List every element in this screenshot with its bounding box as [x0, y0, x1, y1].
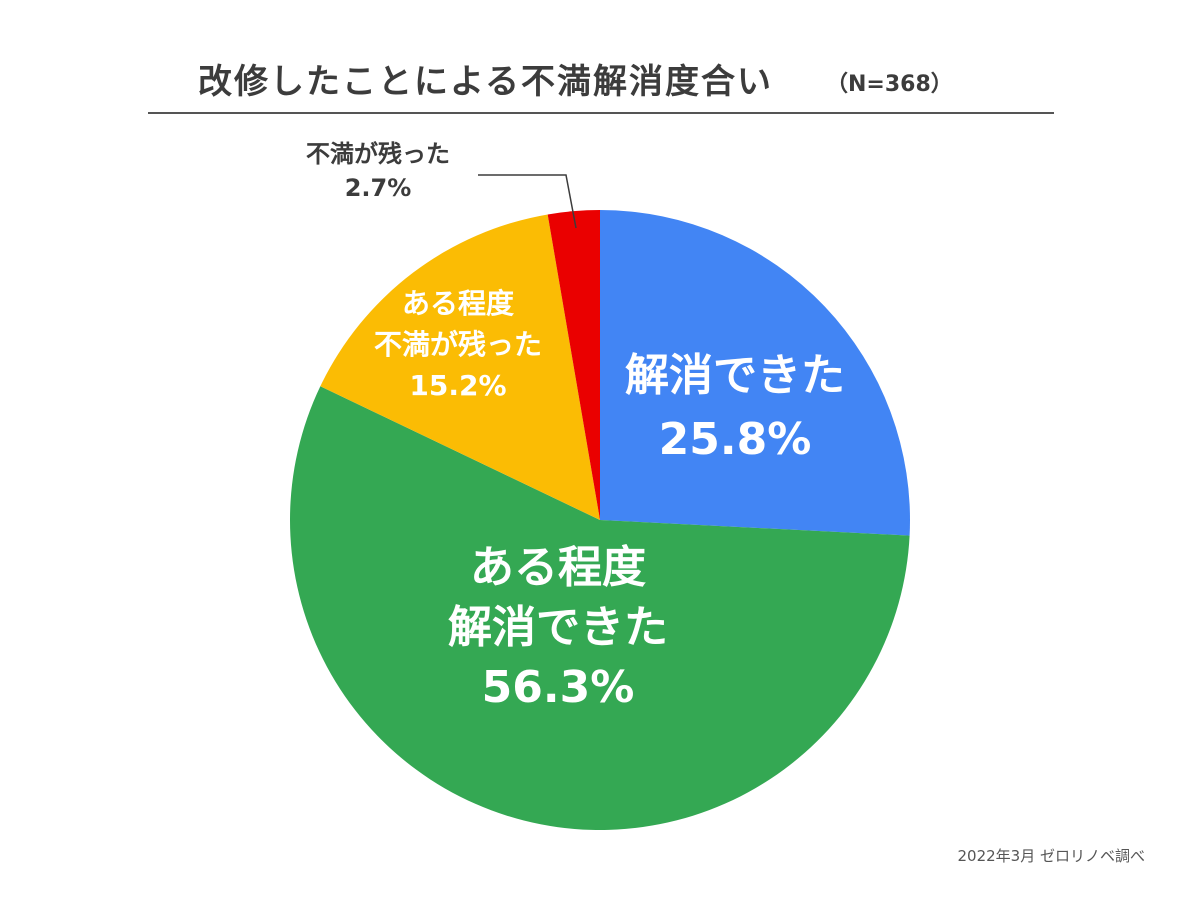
chart-title: 改修したことによる不満解消度合い	[198, 62, 773, 102]
pie-slice	[320, 214, 600, 520]
pie-slice	[289, 386, 910, 831]
slice-value-label: 15.2%	[409, 369, 506, 402]
slice-category-label: 解消できた	[448, 602, 668, 653]
slice-category-label: ある程度	[402, 287, 514, 320]
slice-value-label: 25.8%	[659, 414, 812, 465]
pie-slice	[547, 210, 600, 520]
labels-layer: 解消できた 25.8%ある程度解消できた 56.3%ある程度不満が残った 15.2%不…	[306, 140, 845, 713]
slice-category-label: 解消できた	[625, 350, 845, 401]
slice-label: 不満が残った 2.7%	[306, 140, 450, 202]
chart-subtitle: （N=368）	[826, 72, 953, 97]
leader-line	[478, 174, 577, 229]
slice-category-label: 不満が残った	[374, 328, 542, 361]
slice-category-label: 不満が残った	[306, 140, 450, 168]
slice-label: ある程度解消できた 56.3%	[448, 542, 668, 713]
pie-slice	[600, 210, 910, 536]
source-credit: 2022年3月 ゼロリノベ調べ	[958, 847, 1146, 865]
slice-value-label: 2.7%	[345, 174, 412, 202]
slice-label: 解消できた 25.8%	[625, 350, 845, 465]
slice-value-label: 56.3%	[482, 662, 635, 713]
slice-category-label: ある程度	[470, 542, 646, 593]
slices-layer	[289, 210, 910, 831]
slice-label: ある程度不満が残った 15.2%	[374, 287, 542, 402]
